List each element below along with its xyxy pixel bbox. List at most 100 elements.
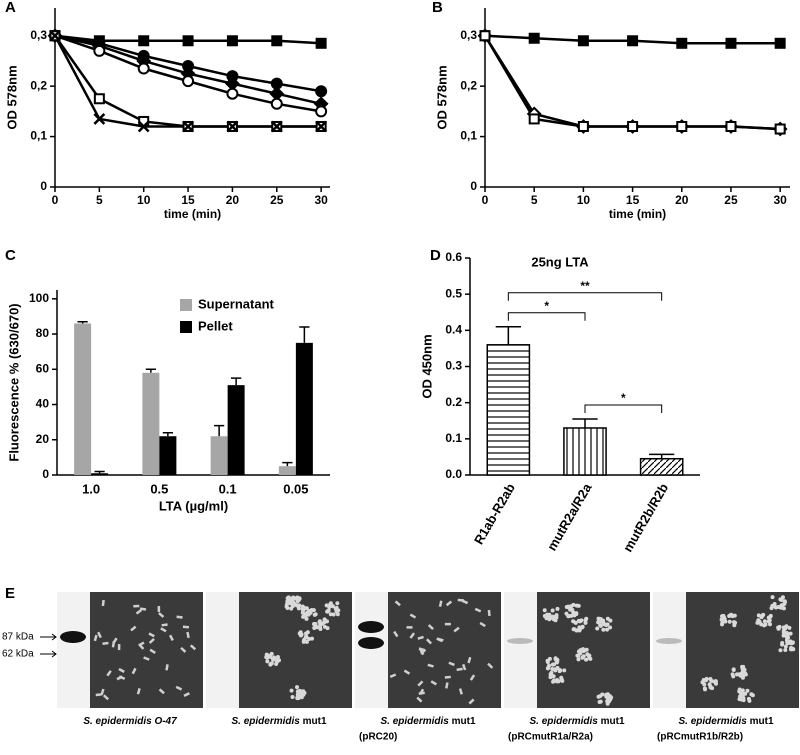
caption-strain: mut1 [601, 716, 625, 727]
marker [226, 87, 239, 100]
bar [639, 457, 684, 476]
cell [416, 696, 423, 703]
cell [743, 691, 748, 696]
cell [165, 664, 169, 671]
cell [723, 619, 728, 624]
y-tick-label: 0,1 [460, 129, 477, 143]
x-tick-label: 15 [181, 193, 195, 207]
cell [95, 693, 102, 697]
cell [275, 655, 280, 660]
bar [227, 385, 245, 475]
error-bar [495, 325, 521, 345]
cell [304, 631, 309, 636]
error-bar [145, 368, 156, 373]
cell [551, 662, 556, 667]
cell [562, 668, 567, 673]
cell [318, 624, 323, 629]
cell [570, 607, 575, 612]
cell [732, 620, 737, 625]
cell [189, 644, 197, 651]
cell [555, 606, 560, 611]
cell [576, 657, 581, 662]
panel-letter: A [5, 0, 16, 16]
cell [559, 675, 564, 680]
cell [311, 608, 316, 613]
cell [787, 625, 792, 630]
cell [743, 671, 748, 676]
error-bar [214, 424, 225, 437]
cell [294, 685, 299, 690]
micrograph [388, 592, 501, 708]
cell [403, 669, 411, 675]
cell [550, 667, 555, 672]
cell [728, 613, 733, 618]
cell [461, 599, 469, 605]
marker [774, 37, 786, 49]
cell [770, 595, 775, 600]
marker [676, 120, 688, 132]
x-tick-label: 10 [577, 193, 591, 207]
cell [445, 682, 449, 689]
bar [210, 436, 228, 475]
marker [226, 120, 239, 133]
marker [315, 37, 327, 49]
x-tick-label: 0 [482, 193, 489, 207]
cell [604, 692, 609, 697]
cell [417, 680, 424, 687]
micrograph-panel [653, 592, 799, 708]
marker [725, 120, 737, 132]
marker [528, 32, 540, 44]
cell [285, 605, 290, 610]
cell [302, 637, 307, 642]
caption-species: S. epidermidis [231, 716, 300, 727]
cell [739, 697, 744, 702]
y-tick-label: 0 [42, 467, 49, 481]
cell [444, 622, 451, 626]
legend-swatch [180, 321, 192, 333]
cell [584, 657, 589, 662]
marker [479, 30, 491, 42]
marker [271, 35, 283, 47]
cell [554, 679, 559, 684]
cell [584, 616, 589, 621]
x-tick-label: mutR2a/R2a [544, 480, 595, 553]
cell [148, 637, 155, 644]
caption: S. epidermidis O-47 [83, 716, 177, 727]
cell [112, 637, 118, 644]
cell [290, 695, 295, 700]
y-tick-label: 0 [40, 179, 47, 193]
marker [93, 93, 105, 105]
y-tick-label: 0.5 [445, 286, 462, 300]
micrograph-panel [504, 592, 650, 708]
y-tick-label: 0,2 [460, 78, 477, 92]
cell [274, 658, 279, 663]
cell [436, 637, 443, 643]
cell [106, 670, 112, 677]
cell [301, 614, 306, 619]
cell [601, 627, 606, 632]
marker [138, 35, 150, 47]
blot-band [656, 638, 682, 644]
bar [295, 342, 313, 475]
cell [131, 667, 137, 675]
cell [430, 680, 437, 686]
cell [781, 606, 786, 611]
caption: S. epidermidis mut1 [231, 716, 326, 727]
x-tick-label: 30 [314, 193, 328, 207]
caption-species: S. epidermidis [678, 716, 747, 727]
cell [598, 619, 603, 624]
blot-band [60, 631, 86, 643]
y-tick-label: 0,3 [30, 28, 47, 42]
cell [542, 608, 547, 613]
caption-plasmid: (pRCmutR1a/R2a) [508, 732, 593, 743]
cell [307, 609, 312, 614]
cell [138, 643, 145, 650]
cell [781, 633, 786, 638]
cell [768, 613, 773, 618]
cell [790, 640, 795, 645]
cell [474, 607, 482, 613]
y-tick-label: 100 [29, 291, 49, 305]
y-tick-label: 0 [470, 179, 477, 193]
cell [574, 611, 579, 616]
